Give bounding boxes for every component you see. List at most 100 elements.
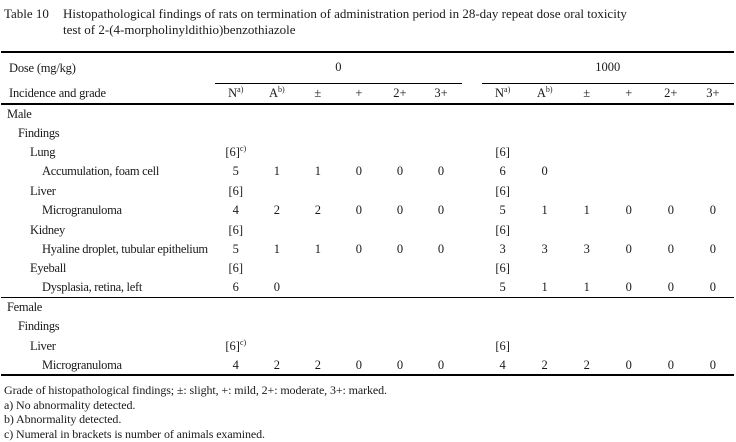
cell: 0: [396, 241, 404, 256]
column-gap: [462, 182, 482, 201]
cell: [650, 182, 692, 201]
cell: 6: [499, 164, 506, 179]
cell: 0: [355, 203, 363, 218]
cell: [379, 143, 420, 162]
grade-col-header: 3+: [434, 85, 448, 100]
cell: [6]: [495, 183, 510, 198]
cell: 0: [355, 164, 363, 179]
cell: [420, 143, 461, 162]
grade-col-header: ±: [583, 85, 591, 100]
cell: 0: [273, 280, 280, 295]
grade-header-row: Incidence and grade Na) Ab) ± + 2+ 3+ Na…: [1, 83, 734, 104]
cell: [692, 143, 734, 162]
cell: [420, 182, 461, 201]
cell: [692, 162, 734, 181]
cell: 0: [437, 164, 445, 179]
cell: 1: [273, 241, 280, 256]
cell: [256, 143, 297, 162]
cell: 2: [314, 203, 321, 218]
table-row: Findings: [1, 317, 734, 336]
cell: [650, 220, 692, 239]
cell: 5: [499, 280, 506, 295]
cell: [566, 259, 608, 278]
cell: [297, 143, 338, 162]
cell: [297, 182, 338, 201]
cell: 4: [232, 203, 239, 218]
cell: 3: [499, 241, 506, 256]
grade-col-header: +: [625, 85, 633, 100]
cell: [420, 259, 461, 278]
column-gap: [462, 201, 482, 220]
table-number: Table 10: [4, 6, 49, 21]
cell: [256, 259, 297, 278]
cell: 1: [314, 241, 321, 256]
grade-col-header: ±: [314, 85, 322, 100]
table-row: Female: [1, 298, 734, 317]
caption-line-2: test of 2-(4-morpholinyldithio)benzothia…: [63, 22, 296, 37]
incidence-row-label: Incidence and grade: [9, 85, 106, 100]
cell: [524, 182, 566, 201]
cell: [379, 220, 420, 239]
cell: 0: [437, 203, 445, 218]
column-gap: [462, 83, 482, 104]
cell: 2: [273, 203, 280, 218]
table-row: Liver [6]c) [6]: [1, 337, 734, 356]
row-label: Dysplasia, retina, left: [42, 280, 143, 295]
cell: [566, 162, 608, 181]
cell: 0: [396, 164, 404, 179]
cell: 5: [232, 241, 239, 256]
cell: 5: [499, 203, 506, 218]
cell: [297, 220, 338, 239]
cell: 6: [232, 280, 239, 295]
table-row: Microgranuloma 4 2 2 0 0 0 4 2 2 0 0 0: [1, 356, 734, 375]
column-gap: [462, 279, 482, 298]
cell: [379, 182, 420, 201]
table-row: Liver [6] [6]: [1, 182, 734, 201]
row-label: Male: [7, 106, 32, 121]
cell: 0: [355, 357, 363, 372]
grade-col-header: Na): [228, 84, 244, 100]
table-row: Eyeball [6] [6]: [1, 259, 734, 278]
table-row: Lung [6]c) [6]: [1, 143, 734, 162]
column-gap: [462, 259, 482, 278]
cell: [692, 220, 734, 239]
cell: [6]: [228, 183, 244, 198]
column-gap: [462, 143, 482, 162]
cell: 0: [667, 203, 674, 218]
dose-header-row: Dose (mg/kg) 0 1000: [1, 52, 734, 84]
cell: [420, 279, 461, 298]
cell: [297, 337, 338, 356]
cell: 1: [314, 164, 321, 179]
footnote-a: a) No abnormality detected.: [4, 397, 136, 412]
cell: [524, 143, 566, 162]
cell: 0: [437, 241, 445, 256]
cell: [524, 337, 566, 356]
cell: [650, 143, 692, 162]
table-row: Microgranuloma 4 2 2 0 0 0 5 1 1 0 0 0: [1, 201, 734, 220]
cell: 0: [396, 357, 404, 372]
cell: 2: [314, 357, 321, 372]
cell: [566, 220, 608, 239]
row-label: Hyaline droplet, tubular epithelium: [42, 241, 208, 256]
cell: [608, 220, 650, 239]
cell: 0: [355, 241, 363, 256]
row-label: Accumulation, foam cell: [42, 164, 160, 179]
cell: [566, 337, 608, 356]
grade-col-header: Ab): [268, 84, 285, 100]
cell: [6]: [495, 144, 510, 159]
cell: [297, 279, 338, 298]
table-row: Accumulation, foam cell 5 1 1 0 0 0 6 0: [1, 162, 734, 181]
cell: 0: [667, 357, 674, 372]
row-label: Lung: [30, 144, 56, 159]
cell: 0: [625, 241, 632, 256]
caption-text: Histopathological findings of rats on te…: [63, 6, 627, 38]
cell: [6]: [228, 222, 244, 237]
cell: 0: [625, 357, 632, 372]
cell: [608, 182, 650, 201]
column-gap: [462, 162, 482, 181]
cell: [566, 182, 608, 201]
cell: 1: [583, 203, 590, 218]
cell: 0: [709, 280, 717, 295]
cell: 2: [273, 357, 280, 372]
cell: [420, 337, 461, 356]
